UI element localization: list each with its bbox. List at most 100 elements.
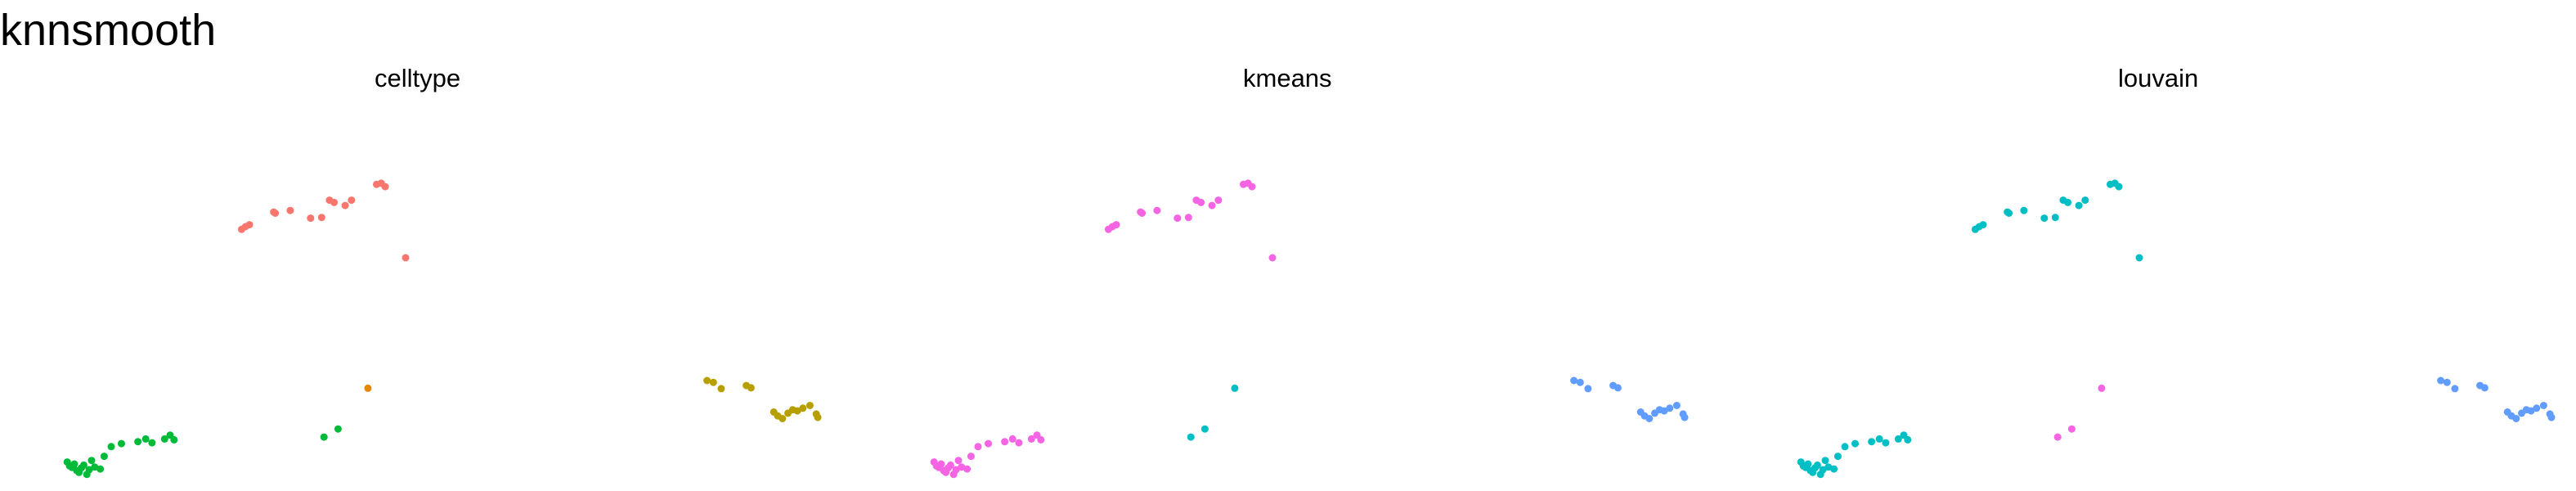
scatter-point-series-2-15 xyxy=(118,439,125,448)
scatter-point-series-0-14 xyxy=(2115,182,2123,191)
scatter-point-series-2-4 xyxy=(2480,384,2488,392)
scatter-point-series-0-11 xyxy=(348,196,356,205)
scatter-point-series-0-35 xyxy=(1027,435,1035,443)
scatter-point-series-0-6 xyxy=(307,214,315,223)
figure-title: knnsmooth xyxy=(0,6,217,55)
scatter-point-series-0-23 xyxy=(946,461,954,469)
scatter-point-series-2-11 xyxy=(91,463,99,471)
scatter-point-series-2-21 xyxy=(170,435,178,444)
scatter-point-series-0-10 xyxy=(341,201,349,209)
scatter-point-series-0-5 xyxy=(2020,206,2028,214)
scatter-point-series-1-14 xyxy=(814,413,822,421)
points-group xyxy=(1797,179,2556,479)
panel-kmeans: kmeans xyxy=(930,64,1689,479)
scatter-point-series-0-27 xyxy=(1824,463,1833,471)
scatter-point-series-0-33 xyxy=(1875,435,1883,443)
scatter-point-series-1-10 xyxy=(793,407,801,415)
scatter-point-series-1-4 xyxy=(747,384,755,392)
scatter-point-series-3-0 xyxy=(364,384,372,392)
panel-celltype: celltype xyxy=(63,64,822,479)
scatter-point-series-0-11 xyxy=(2081,196,2089,205)
scatter-point-series-0-23 xyxy=(1813,461,1821,469)
scatter-point-series-0-15 xyxy=(1268,254,1277,262)
scatter-point-series-2-11 xyxy=(1666,404,1674,412)
panel-title: kmeans xyxy=(1243,64,1332,92)
scatter-point-series-0-11 xyxy=(1214,196,1223,205)
scatter-point-series-2-12 xyxy=(2539,402,2547,409)
scatter-point-series-2-4 xyxy=(1613,384,1622,392)
scatter-point-series-0-15 xyxy=(402,254,410,262)
scatter-point-series-1-1 xyxy=(1200,425,1209,433)
scatter-point-series-1-1 xyxy=(709,378,717,386)
scatter-point-series-0-2 xyxy=(245,221,254,229)
scatter-point-series-0-26 xyxy=(1821,457,1829,465)
scatter-point-series-2-2 xyxy=(1584,385,1592,393)
scatter-point-series-2-7 xyxy=(2512,415,2520,422)
scatter-point-series-1-1 xyxy=(2067,425,2076,433)
scatter-point-series-0-31 xyxy=(985,439,992,448)
scatter-point-series-0-19 xyxy=(1804,460,1812,468)
scatter-point-series-1-0 xyxy=(703,376,711,385)
scatter-point-series-2-13 xyxy=(100,453,108,461)
scatter-point-series-0-10 xyxy=(1208,201,1216,209)
scatter-point-series-0-9 xyxy=(330,198,339,206)
scatter-point-series-2-1 xyxy=(1576,378,1584,386)
scatter-point-series-1-2 xyxy=(717,385,725,393)
scatter-point-series-2-10 xyxy=(1660,407,1668,415)
scatter-point-series-0-7 xyxy=(2051,214,2059,222)
scatter-point-series-2-7 xyxy=(1645,415,1654,422)
scatter-point-series-0-25 xyxy=(952,466,960,474)
scatter-point-series-1-11 xyxy=(799,404,807,412)
scatter-point-series-2-19 xyxy=(160,435,168,443)
scatter-point-series-2-12 xyxy=(96,465,105,473)
scatter-point-series-0-9 xyxy=(2064,198,2072,206)
scatter-point-series-0-37 xyxy=(1904,435,1912,444)
scatter-point-series-0-7 xyxy=(317,214,325,222)
scatter-point-series-1-0 xyxy=(2053,433,2062,441)
scatter-point-series-2-16 xyxy=(134,438,142,446)
scatter-point-series-2-10 xyxy=(88,457,96,465)
scatter-point-series-0-27 xyxy=(958,463,966,471)
scatter-point-series-0-29 xyxy=(1833,453,1842,461)
scatter-point-series-0-19 xyxy=(937,460,945,468)
scatter-point-series-2-7 xyxy=(79,461,88,469)
scatter-point-series-0-14 xyxy=(1248,182,1256,191)
scatter-point-series-2-2 xyxy=(2451,385,2459,393)
scatter-point-series-2-14 xyxy=(2547,413,2556,421)
scatter-point-series-2-11 xyxy=(2533,404,2541,412)
panel-louvain: louvain xyxy=(1797,64,2556,479)
scatter-point-series-0-30 xyxy=(1841,443,1849,451)
scatter-point-series-0-4 xyxy=(272,209,280,217)
scatter-point-series-2-18 xyxy=(148,439,156,447)
scatter-point-series-0-5 xyxy=(1153,206,1161,214)
scatter-point-series-0-28 xyxy=(963,465,972,473)
scatter-point-series-0-25 xyxy=(1819,466,1827,474)
scatter-point-series-0-37 xyxy=(1037,435,1045,444)
points-group xyxy=(930,179,1689,479)
scatter-point-series-0-32 xyxy=(1868,438,1876,446)
scatter-point-series-0-7 xyxy=(1184,214,1192,222)
scatter-point-series-0-28 xyxy=(1830,465,1838,473)
scatter-point-series-0-14 xyxy=(381,182,389,191)
scatter-point-series-0-6 xyxy=(2040,214,2049,223)
scatter-point-series-2-12 xyxy=(1672,402,1681,409)
scatter-point-series-0-26 xyxy=(954,457,963,465)
points-group xyxy=(63,179,822,479)
scatter-point-series-1-12 xyxy=(806,402,814,409)
scatter-point-series-2-1 xyxy=(2443,378,2451,386)
panel-title: louvain xyxy=(2118,64,2198,92)
scatter-point-series-1-2 xyxy=(2098,384,2106,392)
scatter-point-series-1-0 xyxy=(1187,433,1195,441)
scatter-point-series-2-14 xyxy=(1681,413,1689,421)
scatter-point-series-0-29 xyxy=(967,453,975,461)
scatter-point-series-0-2 xyxy=(1979,221,1987,229)
scatter-point-series-0-32 xyxy=(1001,438,1009,446)
scatter-point-series-2-3 xyxy=(70,460,79,468)
scatter-point-series-0-30 xyxy=(974,443,982,451)
scatter-point-series-0-5 xyxy=(286,206,294,214)
scatter-point-series-0-10 xyxy=(2075,201,2083,209)
scatter-point-series-2-23 xyxy=(334,425,342,433)
scatter-point-series-0-9 xyxy=(1197,198,1205,206)
scatter-point-series-2-0 xyxy=(1570,376,1578,385)
